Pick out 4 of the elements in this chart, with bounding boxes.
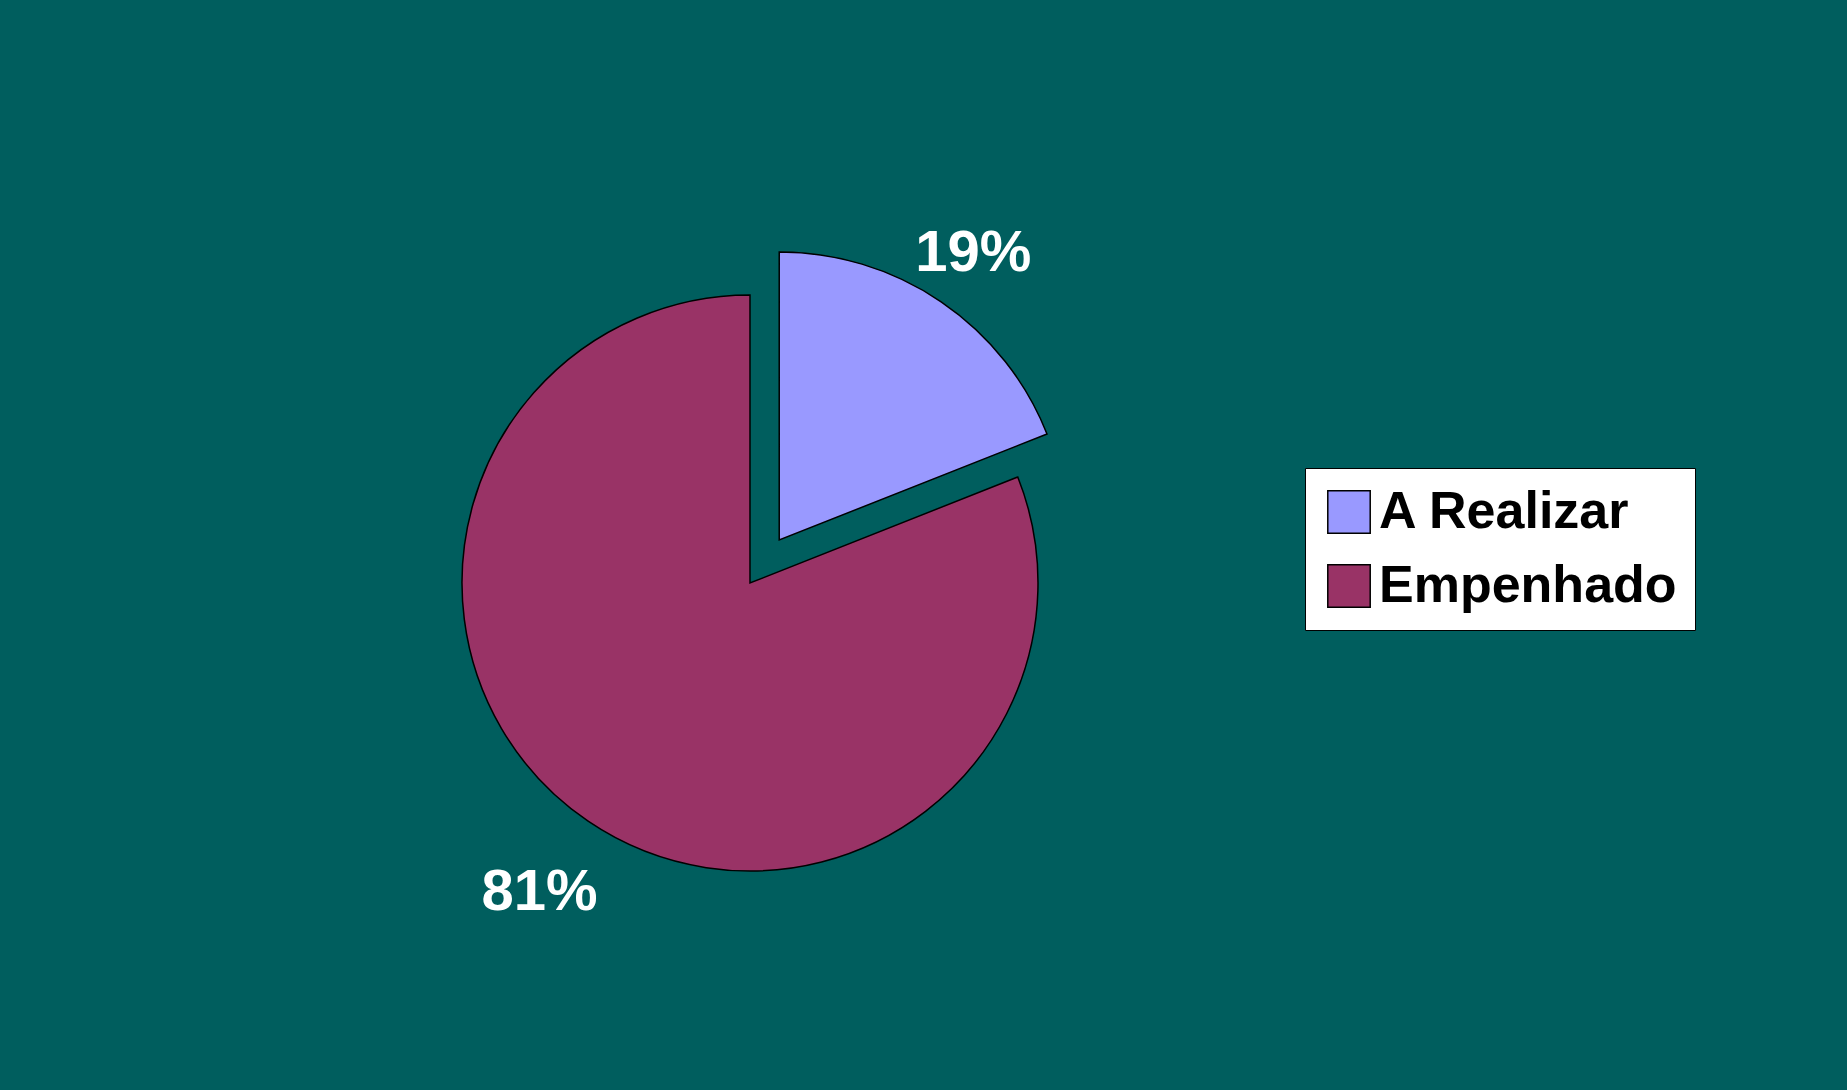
legend-label: Empenhado	[1379, 555, 1677, 613]
legend-label: A Realizar	[1379, 481, 1629, 539]
data-label: 19%	[915, 218, 1032, 284]
data-label: 81%	[481, 856, 598, 922]
